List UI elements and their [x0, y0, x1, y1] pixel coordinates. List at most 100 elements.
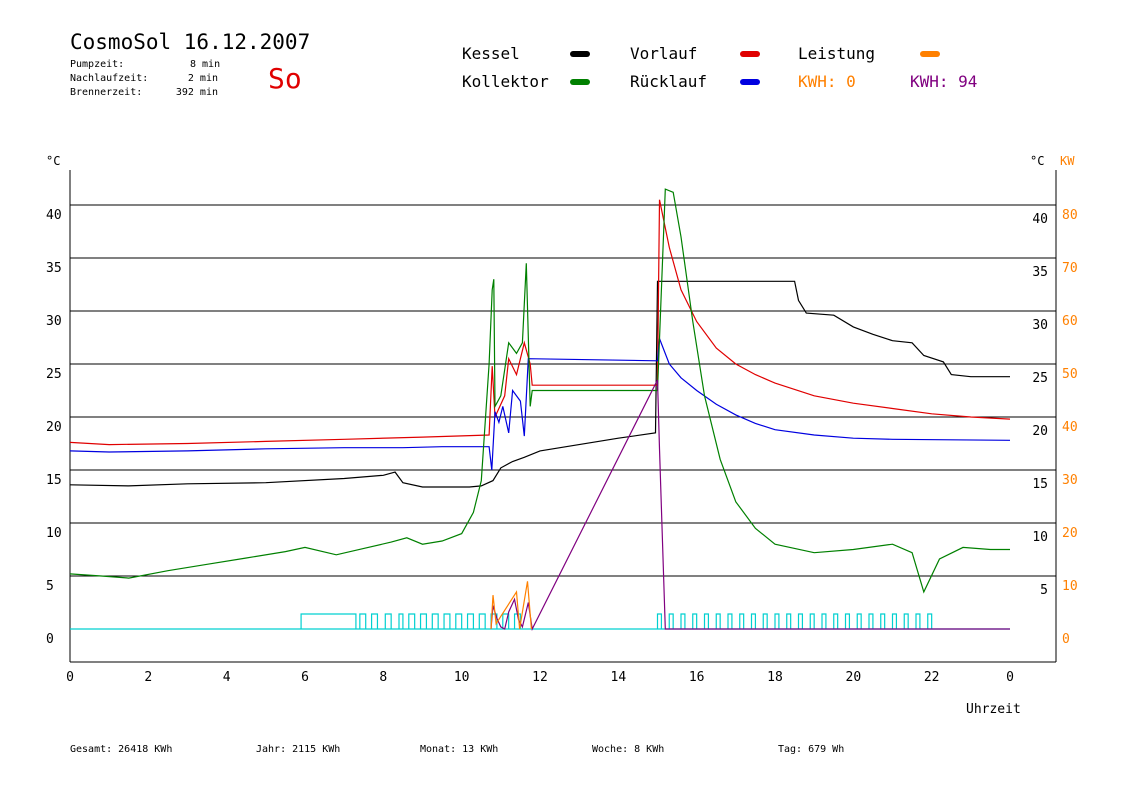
pump-cycle-pulse	[891, 613, 898, 629]
y-tick-label-kw: 40	[1062, 420, 1078, 435]
pump-cycle-pulse	[680, 613, 686, 629]
x-axis-label: Uhrzeit	[966, 702, 1021, 717]
nachlaufzeit-value: 2 min	[187, 73, 218, 84]
legend-kollektor-swatch	[570, 79, 590, 85]
legend-ruecklauf-label: Rücklauf	[630, 72, 708, 91]
legend-kwh-leistung: KWH: 0	[798, 72, 856, 91]
y-tick-label-right: 20	[1032, 424, 1048, 439]
pump-cycle-pulse	[703, 613, 710, 629]
pump-cycle-pulse	[903, 613, 909, 629]
y-tick-label-kw: 30	[1062, 473, 1078, 488]
x-tick-label: 0	[1006, 670, 1014, 685]
series-line-kollektor	[69, 188, 1010, 594]
x-tick-label: 4	[223, 670, 231, 685]
x-tick-label: 18	[767, 670, 783, 685]
legend-ruecklauf-swatch	[740, 79, 760, 85]
y-tick-label-left: 30	[46, 314, 62, 329]
footer-woche: Woche: 8 KWh	[592, 744, 665, 755]
brennerzeit-label: Brennerzeit:	[70, 87, 143, 98]
legend-vorlauf-swatch	[740, 51, 760, 57]
pump-cycle-pulse	[856, 613, 862, 629]
series-line-kessel	[69, 280, 1010, 488]
pump-cycle-pulse	[398, 613, 404, 629]
y-tick-label-left: 10	[46, 526, 62, 541]
left-axis-unit: °C	[46, 154, 61, 168]
legend-kessel-swatch	[570, 51, 590, 57]
x-tick-label: 10	[454, 670, 470, 685]
x-tick-label: 16	[689, 670, 705, 685]
pump-cycle-pulse	[774, 613, 780, 629]
pump-cycle-pulse	[727, 613, 733, 629]
y-tick-label-right: 30	[1032, 318, 1048, 333]
y-tick-label-left: 20	[46, 420, 62, 435]
y-tick-label-left: 5	[46, 579, 54, 594]
x-tick-label: 0	[66, 670, 74, 685]
legend-kwh-total: KWH: 94	[910, 72, 978, 91]
footer-gesamt: Gesamt: 26418 KWh	[70, 744, 173, 755]
nachlaufzeit-label: Nachlaufzeit:	[70, 73, 149, 84]
legend-kessel-label: Kessel	[462, 44, 520, 63]
pump-cycle-pulse	[915, 613, 921, 629]
footer-jahr: Jahr: 2115 KWh	[256, 744, 341, 755]
pumpzeit-value: 8 min	[190, 59, 221, 70]
right-axis-unit-kw: KW	[1060, 154, 1075, 168]
pump-cycle-pulse	[466, 613, 475, 629]
pump-cycle-pulse	[408, 613, 416, 629]
brennerzeit-value: 392 min	[175, 87, 218, 98]
x-tick-label: 8	[379, 670, 387, 685]
weekday-label: So	[268, 62, 302, 95]
y-tick-label-kw: 80	[1062, 208, 1078, 223]
pump-cycle-pulse	[656, 613, 663, 629]
pump-cycle-pulse	[833, 613, 839, 629]
y-tick-label-right: 5	[1040, 583, 1048, 598]
pump-cycle-pulse	[809, 613, 815, 629]
chart-title: CosmoSol 16.12.2007	[70, 30, 311, 54]
y-tick-label-left: 40	[46, 208, 62, 223]
pump-cycle-pulse	[797, 613, 804, 629]
pump-cycle-pulse	[880, 613, 886, 629]
x-tick-label: 12	[532, 670, 548, 685]
pump-cycle-pulse	[502, 613, 510, 629]
legend-kollektor-label: Kollektor	[462, 72, 549, 91]
y-tick-label-kw: 0	[1062, 632, 1070, 647]
y-tick-label-right: 40	[1032, 212, 1048, 227]
x-tick-label: 2	[144, 670, 152, 685]
series-line-r-cklauf	[69, 338, 1011, 471]
y-tick-label-right: 10	[1032, 530, 1048, 545]
pump-cycle-pulse	[692, 613, 698, 629]
pump-cycle-pulse	[750, 613, 757, 629]
footer-monat: Monat: 13 KWh	[420, 744, 499, 755]
y-tick-label-left: 0	[46, 632, 54, 647]
x-tick-label: 20	[846, 670, 862, 685]
legend-leistung-swatch	[920, 51, 940, 57]
pump-cycle-pulse	[443, 613, 451, 629]
x-tick-label: 22	[924, 670, 940, 685]
right-axis-unit-celsius: °C	[1030, 154, 1045, 168]
y-tick-label-left: 35	[46, 261, 62, 276]
series-line-leistung	[490, 581, 532, 630]
legend-leistung-label: Leistung	[798, 44, 876, 63]
y-tick-label-kw: 20	[1062, 526, 1078, 541]
pump-cycle-pulse	[844, 613, 851, 629]
pump-cycle-pulse	[786, 613, 792, 629]
pump-cycle-pulse	[478, 613, 486, 629]
pump-cycle-pulse	[821, 613, 827, 629]
y-tick-label-right: 15	[1032, 477, 1048, 492]
pump-cycle-pulse	[419, 613, 428, 629]
pump-cycle-pulse	[868, 613, 874, 629]
x-tick-label: 14	[611, 670, 627, 685]
series-line-vorlauf	[69, 199, 1011, 446]
y-tick-label-kw: 70	[1062, 261, 1078, 276]
y-tick-label-right: 35	[1032, 265, 1048, 280]
pump-cycle-pulse	[359, 613, 367, 629]
y-tick-label-left: 15	[46, 473, 62, 488]
pumpzeit-label: Pumpzeit:	[70, 59, 125, 70]
pump-cycle-pulse	[927, 613, 933, 629]
x-tick-label: 6	[301, 670, 309, 685]
footer-tag: Tag: 679 Wh	[778, 744, 845, 755]
y-tick-label-kw: 60	[1062, 314, 1078, 329]
pump-cycle-pulse	[384, 613, 392, 629]
y-tick-label-right: 25	[1032, 371, 1048, 386]
pump-cycle-pulse	[715, 613, 721, 629]
